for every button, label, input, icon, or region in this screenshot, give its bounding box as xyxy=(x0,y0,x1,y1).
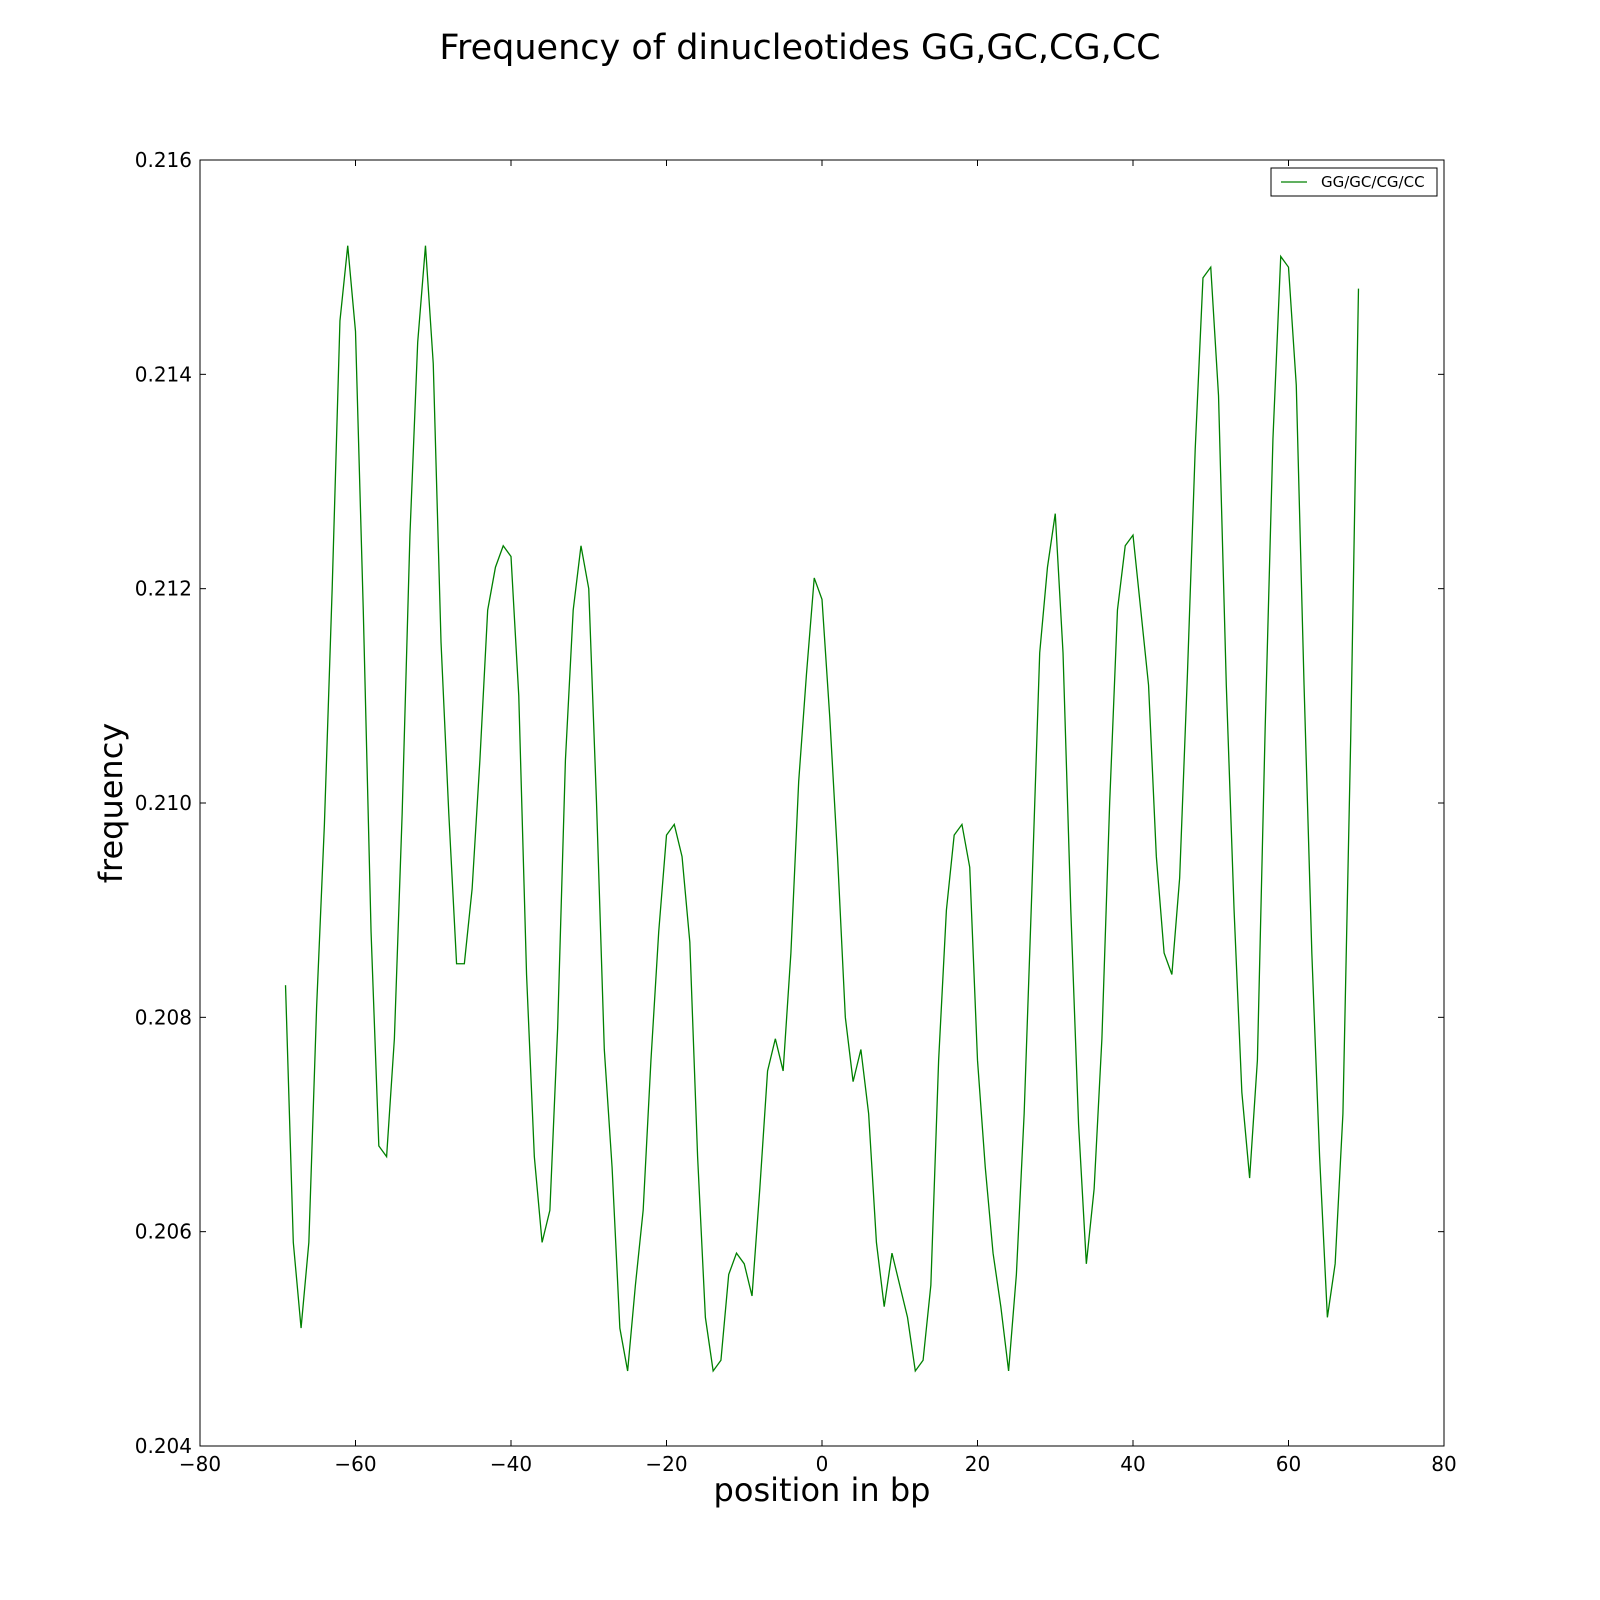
x-axis-label: position in bp xyxy=(714,1471,931,1509)
x-tick-label: 40 xyxy=(1120,1452,1145,1476)
x-tick-label: 0 xyxy=(816,1452,829,1476)
plot-area-frame xyxy=(199,159,1445,1447)
x-tick-label: −60 xyxy=(334,1452,376,1476)
x-axis-ticks: −80 −60 −40 −20 0 20 40 60 80 xyxy=(179,160,1457,1476)
x-tick-label: 80 xyxy=(1431,1452,1456,1476)
y-tick-label: 0.210 xyxy=(135,791,192,815)
x-tick-label: −80 xyxy=(179,1452,221,1476)
legend: GG/GC/CG/CC xyxy=(1270,167,1438,197)
x-tick-label: 60 xyxy=(1276,1452,1301,1476)
y-axis-ticks: 0.204 0.206 0.208 0.210 0.212 0.214 0.216 xyxy=(135,148,1444,1458)
x-tick-label: −40 xyxy=(490,1452,532,1476)
y-tick-label: 0.212 xyxy=(135,577,192,601)
x-tick-label: 20 xyxy=(965,1452,990,1476)
x-tick-label: −20 xyxy=(645,1452,687,1476)
y-tick-label: 0.204 xyxy=(135,1434,192,1458)
y-tick-label: 0.206 xyxy=(135,1220,192,1244)
chart-title: Frequency of dinucleotides GG,GC,CG,CC xyxy=(439,28,1160,68)
y-axis-label: frequency xyxy=(92,723,130,884)
series-line-gg-gc-cg-cc xyxy=(284,245,1360,1373)
y-tick-label: 0.208 xyxy=(135,1005,192,1029)
y-tick-label: 0.214 xyxy=(135,362,192,386)
y-tick-label: 0.216 xyxy=(135,148,192,172)
legend-label: GG/GC/CG/CC xyxy=(1321,173,1425,191)
